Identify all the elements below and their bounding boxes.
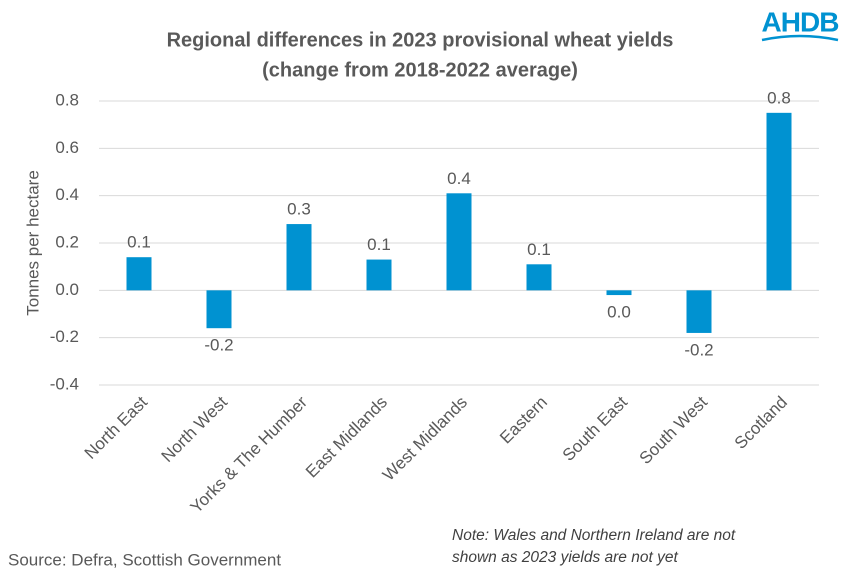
logo: AHDB (762, 6, 839, 37)
bar (606, 290, 632, 296)
bar (446, 193, 472, 291)
x-tick-label: Scotland (731, 393, 791, 453)
value-label: 0.1 (127, 233, 151, 252)
bar (686, 290, 712, 333)
chart-subtitle: (change from 2018-2022 average) (262, 59, 578, 81)
x-tick-label: North East (81, 392, 151, 462)
x-tick-label: East Midlands (302, 393, 391, 482)
source: Source: Defra, Scottish Government (8, 550, 281, 569)
value-label: -0.2 (684, 340, 713, 359)
value-label: -0.2 (204, 336, 233, 355)
note: shown as 2023 yields are not yet (452, 549, 678, 566)
x-tick-label: Eastern (496, 393, 551, 448)
x-tick-label: South West (636, 392, 712, 468)
x-tick-label: North West (158, 392, 232, 466)
y-axis-label: Tonnes per hectare (23, 170, 42, 316)
value-label: 0.1 (367, 235, 391, 254)
chart-title: Regional differences in 2023 provisional… (167, 29, 674, 51)
note: Note: Wales and Northern Ireland are not (452, 527, 736, 544)
value-label: 0.3 (287, 200, 311, 219)
y-tick-label: 0.6 (55, 138, 79, 157)
value-label: 0.4 (447, 169, 471, 188)
logo-swoosh (761, 34, 839, 42)
bar (286, 224, 312, 291)
bar (206, 290, 232, 329)
y-tick-label: -0.4 (50, 374, 79, 393)
y-tick-label: 0.2 (55, 232, 79, 251)
bar (126, 257, 152, 291)
value-label: 0.8 (767, 88, 791, 107)
value-label: 0.1 (527, 240, 551, 259)
x-tick-label: South East (559, 392, 631, 464)
y-tick-label: 0.8 (55, 90, 79, 109)
y-tick-label: -0.2 (50, 327, 79, 346)
y-tick-label: 0.4 (55, 185, 79, 204)
bar (766, 112, 792, 291)
value-label: 0.0 (607, 303, 631, 322)
bar (526, 264, 552, 291)
x-tick-label: West Midlands (379, 393, 471, 485)
y-tick-label: 0.0 (55, 280, 79, 299)
bar (366, 259, 392, 291)
